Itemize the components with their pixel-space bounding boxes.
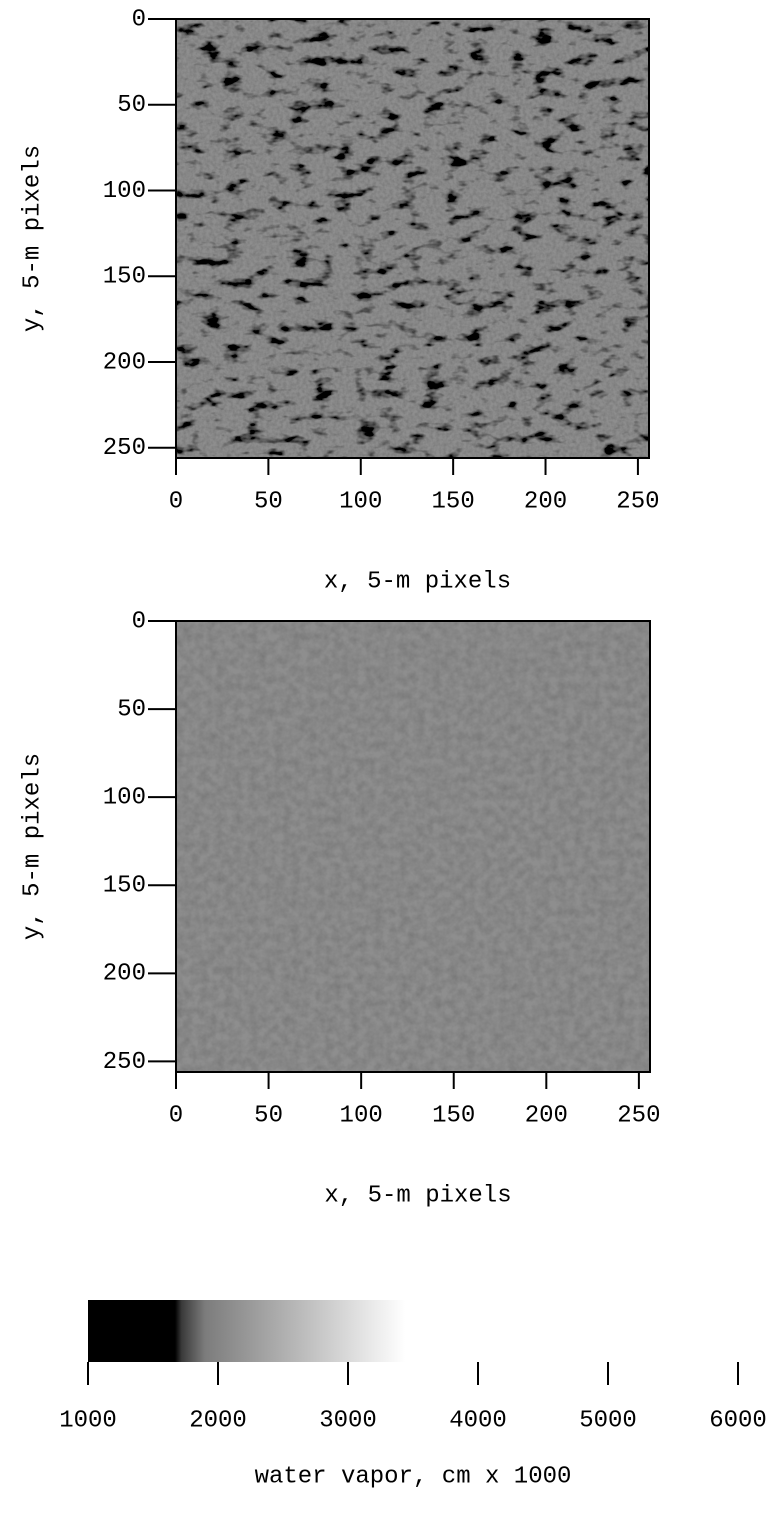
x-tick-label: 200: [525, 1102, 568, 1129]
y-tick-label: 0: [132, 6, 146, 33]
colorbar-tick-label: 5000: [579, 1407, 637, 1434]
x-axis-label: x, 5-m pixels: [324, 1182, 511, 1209]
x-tick-label: 200: [524, 488, 567, 515]
plot-frame: [175, 620, 651, 1073]
image-plot: [176, 19, 649, 458]
y-tick-label: 150: [103, 264, 146, 291]
y-tick-label: 250: [103, 435, 146, 462]
y-tick-label: 150: [103, 873, 146, 900]
x-tick-label: 250: [616, 488, 659, 515]
x-tick-label: 150: [432, 488, 475, 515]
colorbar-tick-label: 4000: [449, 1407, 507, 1434]
y-tick-label: 100: [103, 785, 146, 812]
x-tick-label: 150: [432, 1102, 475, 1129]
image-plot: [176, 621, 650, 1072]
y-tick-label: 50: [117, 92, 146, 119]
colorbar-tick-label: 1000: [59, 1407, 117, 1434]
colorbar: [88, 1300, 406, 1362]
x-tick-label: 0: [169, 1102, 183, 1129]
plot-frame: [175, 18, 650, 459]
colorbar-tick-label: 3000: [319, 1407, 377, 1434]
y-tick-label: 200: [103, 349, 146, 376]
y-tick-label: 100: [103, 178, 146, 205]
x-tick-label: 50: [254, 1102, 283, 1129]
y-axis-label: y, 5-m pixels: [19, 145, 46, 332]
x-tick-label: 50: [254, 488, 283, 515]
y-tick-label: 200: [103, 961, 146, 988]
y-tick-label: 250: [103, 1049, 146, 1076]
colorbar-label: water vapor, cm x 1000: [255, 1463, 572, 1490]
colorbar-tick-label: 6000: [709, 1407, 767, 1434]
x-tick-label: 100: [340, 1102, 383, 1129]
x-axis-label: x, 5-m pixels: [324, 568, 511, 595]
colorbar-tick-label: 2000: [189, 1407, 247, 1434]
x-tick-label: 0: [169, 488, 183, 515]
y-tick-label: 50: [117, 696, 146, 723]
y-tick-label: 0: [132, 608, 146, 635]
x-tick-label: 250: [617, 1102, 660, 1129]
x-tick-label: 100: [339, 488, 382, 515]
y-axis-label: y, 5-m pixels: [19, 753, 46, 940]
